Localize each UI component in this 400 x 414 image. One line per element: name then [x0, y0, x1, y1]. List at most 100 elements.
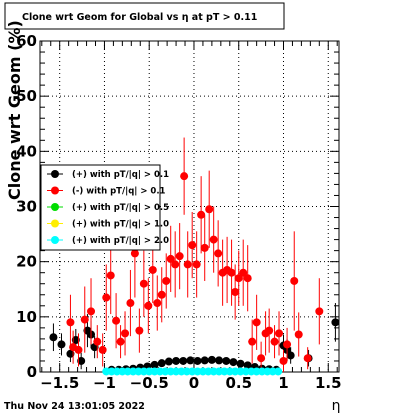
data-point: [80, 315, 89, 324]
data-point: [139, 279, 148, 288]
data-point: [279, 356, 288, 365]
series-5: [102, 367, 283, 376]
data-point: [57, 340, 66, 349]
data-point: [179, 356, 188, 365]
data-point: [214, 249, 223, 258]
data-point: [175, 252, 184, 261]
x-tick-label: −1: [93, 374, 116, 392]
data-point: [150, 360, 159, 369]
y-tick-label: 20: [16, 253, 37, 271]
legend-marker: [51, 186, 59, 195]
data-point: [275, 329, 284, 338]
chart-title: Clone wrt Geom for Global vs η at pT > 0…: [22, 12, 257, 23]
data-point: [222, 356, 231, 365]
data-point: [186, 356, 195, 365]
data-point: [243, 274, 252, 283]
legend-marker: [51, 219, 59, 228]
y-axis-label: Clone wrt Geom (%): [5, 20, 24, 200]
y-tick-label: 60: [16, 32, 37, 50]
data-point: [200, 356, 209, 365]
data-point: [153, 299, 162, 308]
data-point: [172, 356, 181, 365]
data-point: [303, 354, 312, 363]
data-point: [236, 359, 245, 368]
y-tick-label: 10: [16, 308, 37, 326]
data-point: [157, 359, 166, 368]
legend-marker: [51, 236, 59, 244]
data-point: [227, 268, 236, 277]
data-point: [106, 271, 115, 280]
data-point: [162, 276, 171, 285]
y-tick-label: 50: [16, 87, 37, 105]
data-point: [248, 337, 257, 346]
x-tick-label: 1.5: [315, 374, 342, 392]
x-tick-label: −0.5: [130, 374, 169, 392]
data-point: [231, 288, 240, 297]
data-point: [49, 333, 58, 342]
data-point: [66, 349, 75, 358]
legend-label: (+) with pT/|q| > 2.0: [72, 236, 169, 246]
data-point: [183, 260, 192, 269]
data-point: [188, 241, 197, 250]
data-point: [102, 293, 111, 302]
data-point: [200, 243, 209, 252]
data-point: [98, 345, 107, 354]
data-point: [215, 356, 224, 365]
data-point: [121, 329, 130, 338]
x-tick-label: 1: [278, 374, 288, 392]
legend-marker: [51, 203, 59, 211]
data-point: [315, 307, 324, 316]
data-point: [112, 316, 121, 325]
data-point: [130, 249, 139, 258]
data-point: [126, 299, 135, 308]
data-point: [93, 337, 102, 346]
data-point: [157, 290, 166, 299]
data-series: [39, 137, 340, 376]
data-point: [205, 205, 214, 214]
y-tick-labels: 0 10 20 30 40 50 60: [16, 32, 37, 381]
data-point: [209, 235, 218, 244]
data-point: [116, 337, 125, 346]
legend-label: (+) with pT/|q| > 0.5: [72, 203, 169, 213]
x-tick-labels: −1.5 −1 −0.5 0 0.5 1 1.5: [40, 374, 341, 392]
data-point: [193, 356, 202, 365]
data-point: [180, 172, 189, 181]
y-tick-label: 0: [27, 363, 37, 381]
data-point: [74, 345, 83, 354]
data-point: [77, 356, 86, 365]
x-tick-label: 0.5: [225, 374, 252, 392]
x-axis-label: η: [332, 398, 341, 414]
data-point: [239, 268, 248, 277]
data-point: [207, 355, 216, 364]
data-point: [283, 340, 292, 349]
data-point: [164, 357, 173, 366]
data-point: [265, 326, 274, 335]
data-point: [290, 276, 299, 285]
data-point: [66, 318, 75, 327]
data-point: [87, 307, 96, 316]
data-point: [144, 301, 153, 310]
data-point: [135, 326, 144, 335]
data-point: [148, 265, 157, 274]
data-point: [286, 351, 295, 360]
legend-label: (+) with pT/|q| > 1.0: [72, 220, 169, 230]
data-point: [274, 367, 283, 376]
data-point: [171, 260, 180, 269]
data-point: [243, 361, 252, 370]
y-tick-label: 40: [16, 142, 37, 160]
y-tick-label: 30: [16, 198, 37, 216]
data-point: [197, 210, 206, 219]
x-tick-label: −1.5: [40, 374, 79, 392]
data-point: [192, 260, 201, 269]
legend-label: (+) with pT/|q| > 0.1: [72, 170, 169, 180]
x-tick-label: 0: [189, 374, 199, 392]
data-point: [166, 254, 175, 263]
data-point: [257, 354, 266, 363]
data-point: [71, 336, 80, 345]
data-point: [270, 337, 279, 346]
data-point: [252, 318, 261, 327]
title-box: [4, 2, 285, 30]
legend-items: (+) with pT/|q| > 0.1 (-) with pT/|q| > 0…: [47, 170, 169, 246]
data-point: [234, 274, 243, 283]
